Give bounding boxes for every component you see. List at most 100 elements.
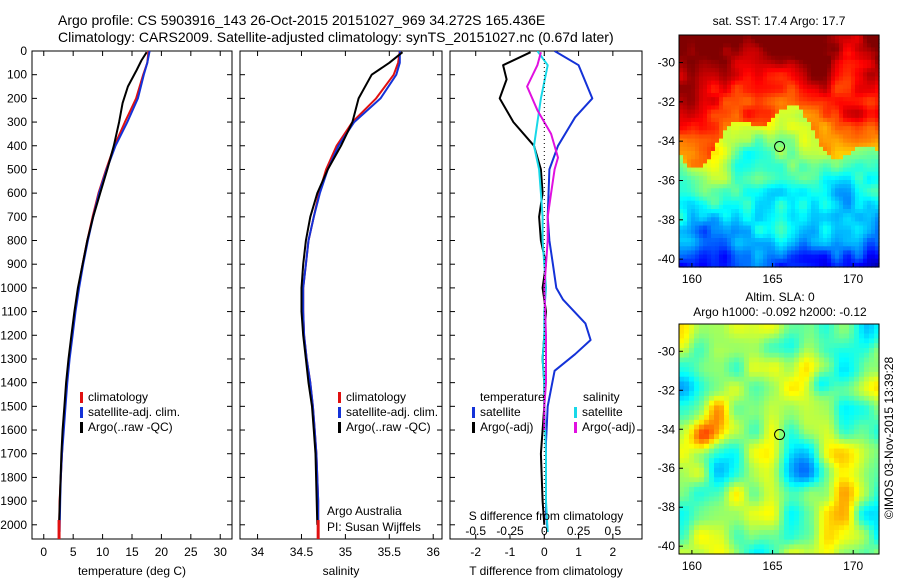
sla-map-cell — [729, 405, 735, 411]
sst-map-cell — [835, 175, 840, 181]
sst-map-cell — [839, 159, 844, 165]
sst-map-cell — [763, 59, 768, 65]
sla-map-cell — [824, 386, 830, 392]
sst-map-cell — [699, 159, 704, 165]
sla-map-cell — [739, 458, 745, 464]
sst-map-cell — [775, 196, 780, 202]
sst-map-cell — [679, 64, 684, 69]
sla-map-cell — [819, 443, 825, 450]
sla-map-cell — [799, 424, 805, 431]
sst-map-cell — [691, 242, 696, 247]
sst-map-cell — [715, 200, 720, 206]
sla-map-cell — [754, 410, 760, 416]
sst-map-cell — [819, 93, 824, 98]
sst-map-cell — [747, 59, 752, 65]
sst-map-cell — [799, 246, 804, 252]
sst-map-cell — [699, 254, 704, 260]
sst-map-cell — [703, 213, 708, 218]
sla-map-cell — [829, 491, 835, 498]
sla-map-cell — [719, 501, 725, 507]
sst-map-cell — [779, 122, 784, 127]
sst-map-cell — [787, 59, 792, 65]
sst-map-cell — [771, 238, 776, 243]
sla-map-cell — [774, 544, 780, 550]
sst-map-cell — [775, 221, 780, 227]
sst-map-cell — [795, 97, 800, 102]
sst-map-cell — [763, 146, 768, 152]
sla-map-cell — [714, 395, 720, 402]
sla-map-cell — [834, 328, 840, 335]
sst-map-cell — [683, 209, 688, 214]
sst-map-cell — [751, 151, 756, 156]
sst-map-cell — [787, 204, 792, 210]
sst-map-cell — [855, 229, 860, 235]
sla-map-cell — [724, 347, 730, 354]
sla-map-cell — [789, 424, 795, 431]
sst-map-cell — [779, 250, 784, 256]
sst-map-cell — [871, 233, 876, 239]
sla-map-cell — [744, 429, 750, 435]
sst-map-cell — [847, 204, 852, 210]
sla-map-cell — [764, 539, 770, 546]
sst-map-cell — [711, 196, 716, 202]
sla-map-cell — [704, 338, 710, 344]
sla-map-cell — [834, 549, 840, 555]
sst-map-cell — [691, 184, 696, 189]
sst-map-cell — [751, 238, 756, 243]
sst-map-cell — [695, 138, 700, 144]
sst-map-cell — [863, 246, 868, 252]
sst-map-cell — [715, 225, 720, 231]
sst-map-cell — [875, 35, 880, 40]
sst-map-cell — [727, 192, 732, 198]
sst-map-cell — [679, 80, 684, 86]
sst-map-cell — [759, 59, 764, 65]
sla-map-cell — [869, 506, 875, 512]
sla-map-cell — [844, 434, 850, 440]
sst-map-cell — [771, 184, 776, 189]
sla-map-cell — [734, 333, 740, 339]
sla-map-cell — [679, 434, 685, 440]
sla-map-cell — [809, 405, 815, 411]
sst-map-cell — [807, 192, 812, 198]
sla-map-cell — [729, 381, 735, 387]
sst-map-cell — [707, 151, 712, 156]
sst-map-cell — [787, 47, 792, 53]
sst-map-cell — [791, 175, 796, 181]
sst-map-cell — [755, 76, 760, 82]
sla-map-cell — [849, 510, 855, 517]
sla-map-cell — [694, 439, 700, 445]
sla-map-cell — [739, 328, 745, 335]
sla-map-cell — [784, 386, 790, 392]
sst-map-cell — [731, 217, 736, 223]
sla-map-cell — [734, 520, 740, 526]
sla-map-cell — [854, 544, 860, 550]
sst-map-cell — [723, 155, 728, 160]
sla-map-cell — [859, 453, 865, 459]
sst-map-cell — [819, 250, 824, 256]
sst-map-cell — [783, 126, 788, 131]
sst-map-cell — [875, 55, 880, 61]
sst-map-cell — [811, 117, 816, 123]
sst-map-cell — [743, 80, 748, 86]
sst-map-cell — [787, 35, 792, 40]
sst-map-cell — [747, 217, 752, 223]
panel-temperature: 0 5 10 15 20 25 300100200300400500600700800900… — [0, 44, 233, 578]
sla-map-cell — [724, 391, 730, 397]
sla-map-cell — [754, 525, 760, 531]
sla-map-cell — [819, 424, 825, 431]
sst-map-cell — [755, 242, 760, 247]
sst-map-cell — [835, 47, 840, 53]
sst-map-cell — [755, 213, 760, 218]
sla-map-cell — [829, 367, 835, 373]
sst-map-cell — [811, 204, 816, 210]
sla-map-cell — [774, 434, 780, 440]
sst-map-cell — [871, 204, 876, 210]
sst-map-cell — [851, 113, 856, 119]
sst-map-cell — [803, 39, 808, 44]
sla-map-cell — [774, 386, 780, 392]
sst-map-cell — [755, 142, 760, 148]
sst-map-cell — [803, 88, 808, 94]
sst-map-cell — [771, 101, 776, 107]
sla-map-cell — [774, 448, 780, 454]
sst-map-cell — [791, 163, 796, 169]
